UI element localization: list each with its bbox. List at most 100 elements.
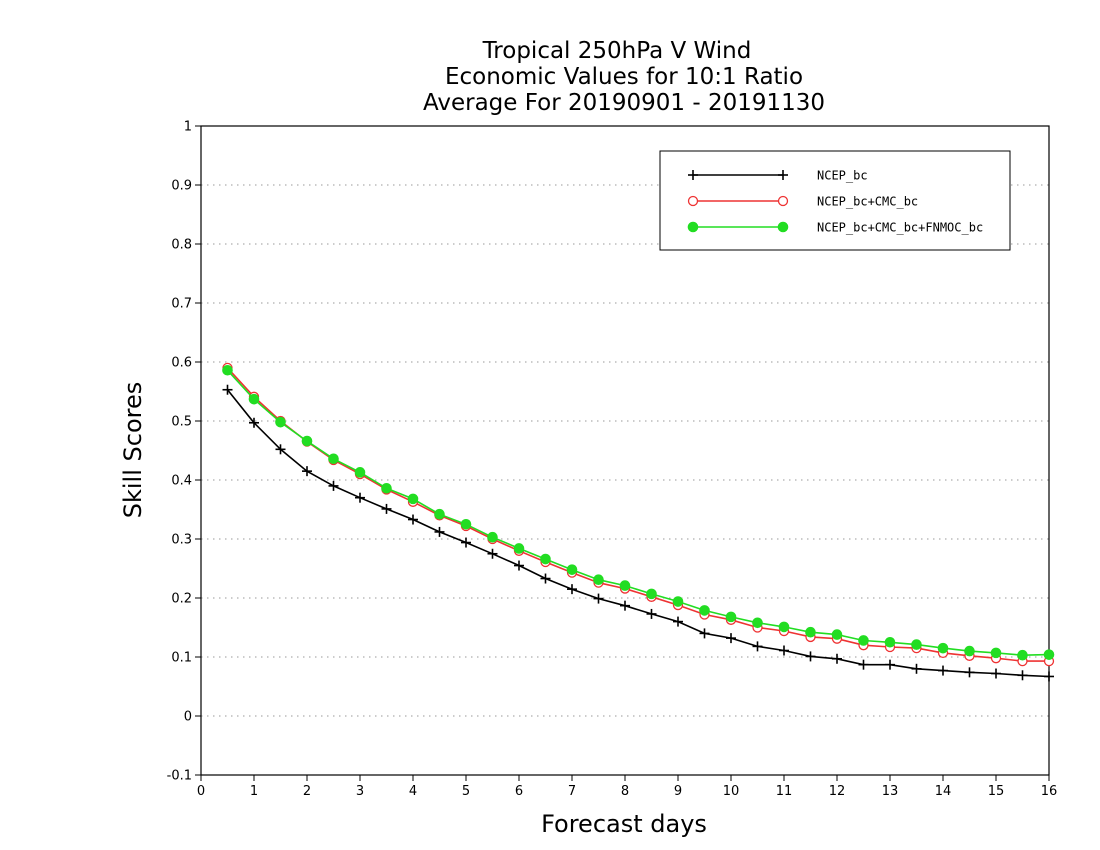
data-point xyxy=(1044,671,1054,682)
legend-entry: NCEP_bc+CMC_bc xyxy=(687,195,918,209)
data-point xyxy=(567,584,577,595)
data-point xyxy=(938,665,948,676)
series-line xyxy=(226,367,1049,662)
data-point xyxy=(884,636,896,648)
data-point xyxy=(832,653,842,664)
data-point xyxy=(487,548,498,559)
x-tick-label: 5 xyxy=(462,784,470,799)
data-point xyxy=(858,659,869,670)
x-tick-label: 6 xyxy=(515,784,523,799)
data-point xyxy=(672,596,684,607)
data-point xyxy=(831,629,843,640)
data-point xyxy=(646,588,657,600)
chart-title: Tropical 250hPa V Wind Economic Values f… xyxy=(423,38,825,116)
y-tick-label: 0 xyxy=(184,710,192,725)
x-tick-label: 9 xyxy=(674,784,682,799)
y-tick-label: 0.1 xyxy=(171,651,192,666)
y-tick-label: 0.7 xyxy=(171,297,192,312)
data-point xyxy=(619,580,631,591)
data-point xyxy=(805,626,816,638)
data-point xyxy=(354,467,366,478)
y-tick-label: 1 xyxy=(184,120,192,135)
series-1 xyxy=(222,384,1054,682)
data-point xyxy=(328,453,339,465)
data-point xyxy=(1017,649,1028,661)
y-tick-label: 0.5 xyxy=(171,415,192,430)
data-point xyxy=(593,593,604,604)
data-point xyxy=(249,417,259,428)
data-point xyxy=(646,608,657,619)
data-point xyxy=(673,616,683,627)
data-point xyxy=(355,492,365,503)
data-point xyxy=(1043,649,1055,660)
data-point xyxy=(540,573,551,584)
data-point xyxy=(407,493,419,505)
data-point xyxy=(434,526,445,537)
y-tick-label: 0.2 xyxy=(171,592,192,607)
series-layer xyxy=(222,362,1055,682)
data-point xyxy=(911,639,922,650)
x-tick-label: 2 xyxy=(303,784,311,799)
y-tick-label: 0.6 xyxy=(171,356,192,371)
data-point xyxy=(779,645,789,656)
legend: NCEP_bc NCEP_bc+CMC_bc NCEP_bc+CMC_bc+FNMO… xyxy=(659,150,1011,251)
data-point xyxy=(964,645,975,657)
data-point xyxy=(302,466,312,477)
data-point xyxy=(990,647,1002,659)
data-point xyxy=(381,503,392,514)
legend-label: NCEP_bc+CMC_bc+FNMOC_bc xyxy=(817,221,983,235)
data-point xyxy=(513,543,525,554)
y-tick-label: 0.8 xyxy=(171,238,192,253)
legend-entries: NCEP_bc NCEP_bc+CMC_bc NCEP_bc+CMC_bc+FNMO… xyxy=(687,169,983,235)
x-tick-label: 0 xyxy=(197,784,205,799)
data-point xyxy=(752,617,763,629)
data-point xyxy=(222,364,233,376)
data-point xyxy=(301,435,313,447)
y-axis-label: Skill Scores xyxy=(119,382,147,519)
chart-title-line-3: Average For 20190901 - 20191130 xyxy=(423,90,825,116)
x-tick-label: 11 xyxy=(776,784,793,799)
data-point xyxy=(699,628,710,639)
legend-marker xyxy=(687,221,699,233)
y-tick-label: 0.3 xyxy=(171,533,192,548)
data-point xyxy=(328,480,339,491)
y-tick-label: 0.9 xyxy=(171,179,192,194)
data-point xyxy=(248,393,260,405)
legend-label: NCEP_bc+CMC_bc xyxy=(817,195,918,209)
y-tick-label: -0.1 xyxy=(167,769,192,784)
y-tick-label: 0.4 xyxy=(171,474,192,489)
data-point xyxy=(778,621,790,633)
data-point xyxy=(461,537,471,548)
x-tick-label: 12 xyxy=(829,784,846,799)
data-point xyxy=(1017,670,1028,681)
data-point xyxy=(566,564,578,575)
x-tick-label: 14 xyxy=(935,784,952,799)
data-point xyxy=(752,641,763,652)
data-point xyxy=(805,651,816,662)
data-point xyxy=(460,518,472,530)
series-line xyxy=(226,389,1050,678)
series-line xyxy=(226,369,1050,657)
gridlines xyxy=(201,184,1049,717)
data-point xyxy=(937,642,949,654)
data-point xyxy=(991,668,1001,679)
axis-ticks: -0.100.10.20.30.40.50.60.70.80.910 1 2 3 4 5 6… xyxy=(167,120,1058,800)
data-point xyxy=(434,508,445,520)
series-2 xyxy=(222,362,1055,667)
legend-marker xyxy=(687,195,699,207)
legend-marker xyxy=(778,170,788,180)
x-axis-label: Forecast days xyxy=(541,810,707,838)
data-point xyxy=(514,560,524,571)
data-point xyxy=(540,553,551,565)
data-point xyxy=(699,605,710,616)
data-point xyxy=(911,663,922,674)
series-3 xyxy=(222,364,1055,661)
data-point xyxy=(487,531,498,543)
data-point xyxy=(858,635,869,646)
x-tick-label: 7 xyxy=(568,784,576,799)
chart-title-line-1: Tropical 250hPa V Wind xyxy=(482,38,752,64)
data-point xyxy=(885,659,895,670)
data-point xyxy=(726,633,736,644)
data-point xyxy=(275,444,286,455)
